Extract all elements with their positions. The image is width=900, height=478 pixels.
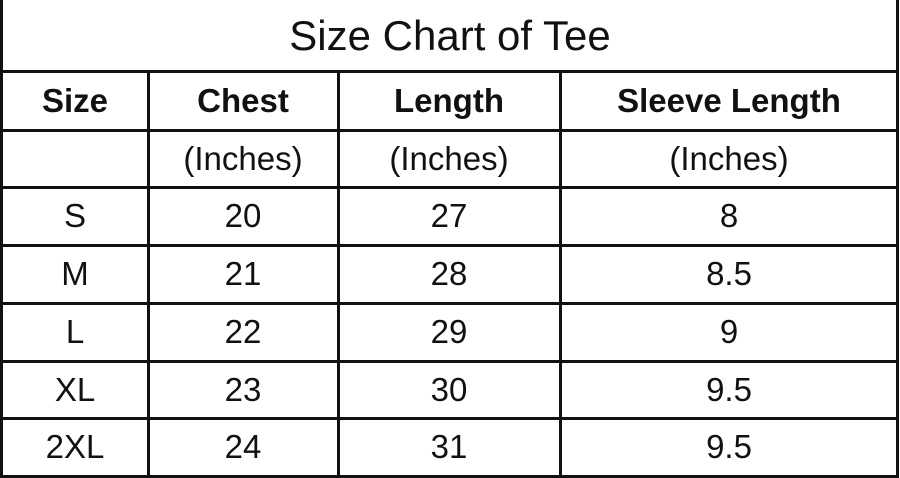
row-divider: [2, 129, 898, 132]
measurement-cell: 8.5: [706, 255, 752, 292]
row-divider: [2, 360, 898, 363]
unit-label: (Inches): [183, 139, 303, 177]
size-cell: L: [65, 313, 85, 350]
measurement-cell: 28: [430, 255, 468, 292]
column-divider: [147, 71, 150, 478]
measurement-cell: 30: [430, 370, 468, 408]
column-header: Size: [41, 81, 109, 119]
unit-label: (Inches): [669, 139, 789, 177]
measurement-cell: 9: [719, 313, 739, 350]
row-divider: [2, 186, 898, 189]
measurement-cell: 31: [430, 428, 468, 465]
row-divider: [2, 302, 898, 305]
column-header: Length: [394, 81, 504, 119]
measurement-cell: 21: [224, 255, 262, 292]
measurement-cell: 29: [430, 313, 468, 350]
row-divider: [2, 417, 898, 420]
size-cell: 2XL: [45, 428, 105, 465]
measurement-cell: 8: [719, 197, 739, 234]
measurement-cell: 9.5: [706, 370, 752, 408]
size-cell: M: [61, 255, 89, 292]
chart-title: Size Chart of Tee: [289, 11, 611, 59]
unit-label: [2, 130, 148, 187]
column-header: Chest: [197, 81, 289, 119]
measurement-cell: 27: [430, 197, 468, 234]
column-divider: [337, 71, 340, 478]
table-border-right: [896, 0, 899, 478]
row-divider: [2, 475, 898, 478]
measurement-cell: 20: [224, 197, 262, 234]
table-border-left: [0, 0, 3, 478]
unit-label: (Inches): [389, 139, 509, 177]
size-cell: S: [63, 197, 86, 234]
measurement-cell: 22: [224, 313, 262, 350]
row-divider: [2, 70, 898, 73]
column-divider: [559, 71, 562, 478]
row-divider: [2, 244, 898, 247]
size-cell: XL: [54, 370, 96, 408]
measurement-cell: 23: [224, 370, 262, 408]
measurement-cell: 24: [224, 428, 262, 465]
column-header: Sleeve Length: [617, 81, 841, 119]
measurement-cell: 9.5: [706, 428, 752, 465]
